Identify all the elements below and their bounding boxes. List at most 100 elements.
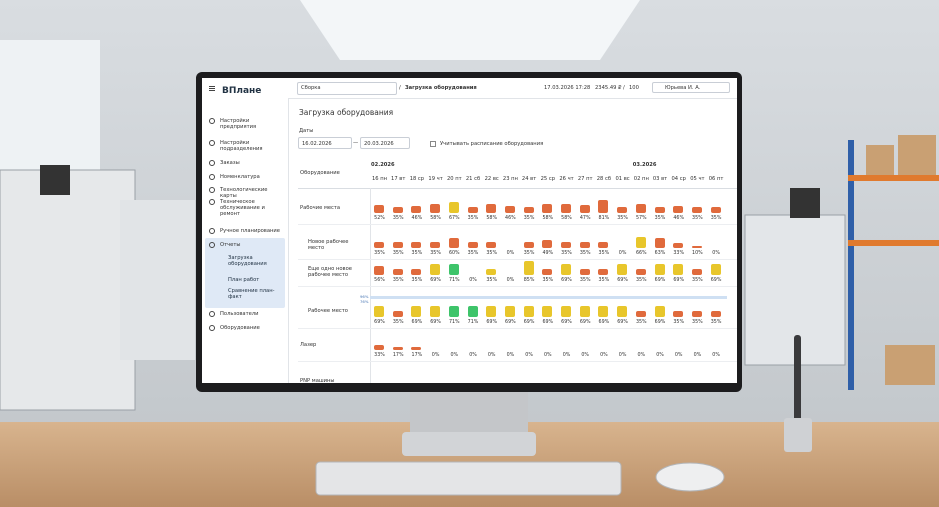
load-bar [374,305,384,317]
load-bar [561,305,571,317]
header-line [298,188,737,189]
row-line [298,328,737,329]
menu-item[interactable]: Пользователи [220,311,259,317]
load-label: 60% [448,251,460,256]
box [898,135,936,175]
load-bar [710,263,721,275]
load-bar [579,242,590,248]
row-line [298,259,737,260]
menu-item[interactable]: Отчеты [220,242,241,248]
load-label: 35% [710,320,722,325]
load-label: 69% [374,320,385,325]
load-bar [635,203,646,213]
load-bar [430,242,441,248]
checkbox[interactable] [430,141,436,147]
load-label: 0% [674,353,683,358]
submenu-item[interactable]: План работ [228,277,260,283]
date-from[interactable]: 16.02.2026 [298,137,352,149]
load-bar [374,242,384,248]
load-label: 69% [654,320,666,325]
load-label: 0% [431,353,440,358]
load-label: 81% [598,216,610,221]
load-label: 56% [374,278,385,283]
user-select[interactable]: Юрьева И. А. [652,82,730,93]
menu-item[interactable]: Настройки предприятия [220,118,257,130]
load-bar [654,207,665,213]
menu-item[interactable]: Номенклатура [220,174,260,180]
checkbox-label: Учитывать расписание оборудования [440,141,544,147]
load-bar [523,207,534,213]
menu-item[interactable]: Техническое обслуживание и ремонт [220,199,265,217]
menu-item[interactable]: Оборудование [220,325,260,331]
load-label: 0% [506,251,515,256]
load-label: 17% [411,353,423,358]
load-label: 35% [392,251,404,256]
load-bar [448,263,459,275]
menu-icon [209,311,215,317]
load-label: 0% [618,353,627,358]
load-bar [691,246,702,248]
load-label: 71% [467,320,479,325]
load-bar [448,238,459,248]
load-bar [486,269,497,275]
load-label: 69% [561,278,572,283]
load-label: 10% [692,251,703,256]
menu-item[interactable]: Технологические карты [220,187,268,199]
day-label: 22 вс [484,176,499,182]
menu-icon [209,88,215,89]
load-label: 58% [430,216,441,221]
menu-item[interactable]: Настройки подразделения [220,140,263,152]
load-label: 69% [430,278,441,283]
load-bar [486,305,497,317]
load-label: 46% [411,216,423,221]
row-line [298,224,737,225]
load-label: 35% [411,278,423,283]
group-label[interactable]: Рабочие места [300,205,341,211]
row-line [298,361,737,362]
load-label: 35% [523,216,535,221]
group-label[interactable]: PNP машины [300,378,335,383]
page-title: Загрузка оборудования [299,108,394,117]
load-bar [654,263,665,275]
menu-item[interactable]: Ручное планирование [220,228,280,234]
menu-highlight [205,238,285,308]
load-label: 69% [617,320,628,325]
load-label: 0% [506,278,515,283]
day-label: 19 чт [428,176,443,182]
day-label: 05 чт [690,176,705,182]
workshop-select[interactable]: Сборка [297,82,397,95]
box [885,345,935,385]
load-label: 66% [635,251,647,256]
load-bar [579,269,590,275]
load-label: 58% [486,216,498,221]
day-label: 25 ср [540,176,555,182]
load-label: 69% [710,278,722,283]
row-label: Рабочее место [308,308,348,314]
load-bar [448,305,459,317]
load-bar [654,237,665,248]
submenu-item[interactable]: Сравнение план-факт [228,288,275,300]
menu-item[interactable]: Заказы [220,160,240,166]
pen [794,335,801,425]
machine [120,200,195,360]
row-label: Еще одно новое рабочее место [308,266,352,278]
load-bar [598,305,609,317]
load-label: 46% [673,216,685,221]
load-bar [411,242,422,248]
day-label: 01 вс [615,176,630,182]
load-bar [486,203,497,213]
load-label: 35% [467,251,479,256]
submenu-item[interactable]: Загрузка оборудования [228,255,267,267]
load-bar [467,305,478,317]
menu-icon [209,118,215,124]
load-label: 69% [673,278,685,283]
load-label: 35% [579,278,591,283]
date-to[interactable]: 20.03.2026 [360,137,410,149]
menu-icon [209,174,215,180]
balance: 2345.49 ₽ [595,85,622,91]
load-label: 0% [487,353,496,358]
load-label: 57% [635,216,647,221]
load-bar [617,263,628,275]
group-label[interactable]: Лазер [300,342,317,348]
